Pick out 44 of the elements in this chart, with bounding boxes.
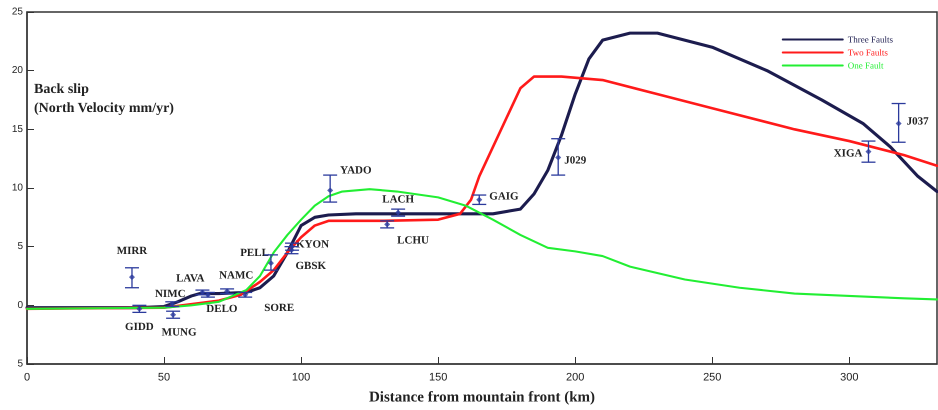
text: One Fault [848,60,884,70]
annotation: YADO [340,164,372,176]
point [169,301,176,308]
annotation: MIRR [116,245,148,258]
annotation: LAVA [176,272,204,284]
x-axis-title: Distance from mountain front (km) [368,390,596,406]
annotation: GIDD [125,320,154,333]
y-tick-label: 5 [17,241,24,252]
x-tick-label: 150 [428,372,448,384]
point [128,274,135,280]
annotation: DELO [206,302,238,315]
point [268,260,274,266]
annotation: J037 [906,115,930,128]
annotation: LCHU [397,234,429,246]
y-tick-label: 0 [17,300,24,311]
y-tick-label: 5 [17,358,24,370]
annotation: GBSK [296,260,327,272]
text: Two Faults [848,48,888,58]
x-tick-label: 300 [840,372,858,384]
y-tick-label: 25 [12,6,24,18]
point [476,196,482,203]
annotation: NAMC [219,269,254,282]
y-axis-title: Back slip (North Velocity mm/yr) [34,82,174,116]
x-tick-label: 250 [703,372,722,384]
annotation: MUNG [162,326,197,339]
point [865,148,872,155]
annotation: GAIG [489,190,520,203]
point [242,292,248,298]
point [327,187,334,194]
annotation: XIGA [834,148,863,160]
text: Three Faults [848,34,894,44]
point [170,312,176,318]
x-tick-label: 200 [566,372,584,384]
annotation: SORE [264,302,294,314]
point [384,221,390,228]
y-tick-label: 20 [12,65,24,76]
x-tick-label: 50 [158,372,170,384]
x-tick-label: 100 [292,372,310,384]
annotation: J029 [564,154,587,166]
y-tick-label: 15 [12,124,24,135]
y-tick-label: 10 [12,182,24,194]
annotation: LACH [382,194,414,206]
annotation: PELL [240,247,269,260]
annotation: NIMC [154,288,186,300]
